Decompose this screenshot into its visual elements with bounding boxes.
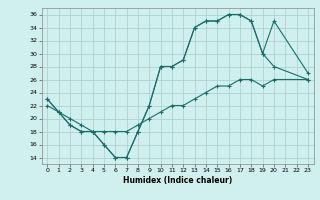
X-axis label: Humidex (Indice chaleur): Humidex (Indice chaleur) <box>123 176 232 185</box>
